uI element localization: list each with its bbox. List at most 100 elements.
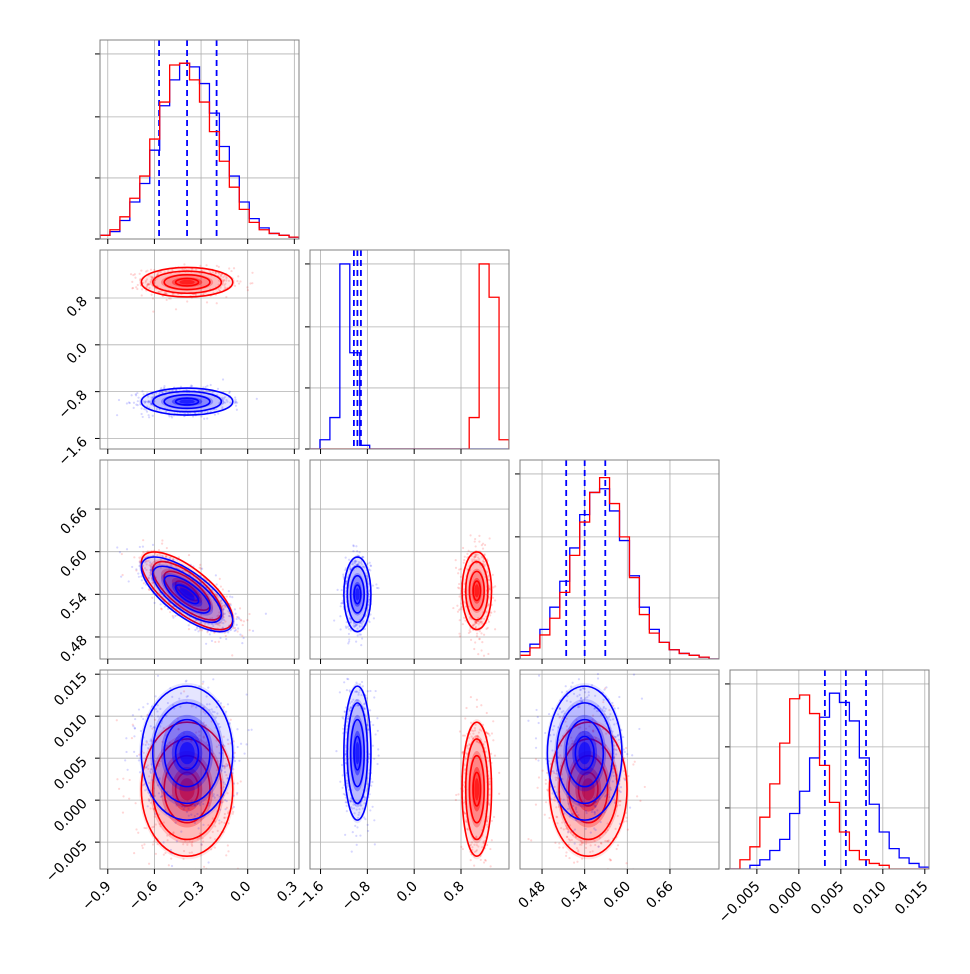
scatter-point — [350, 619, 353, 622]
scatter-point — [145, 285, 149, 288]
scatter-point — [486, 843, 489, 847]
scatter-point — [492, 720, 495, 723]
scatter-point — [585, 840, 588, 843]
scatter-point — [125, 737, 128, 740]
y-tick-label: −0.8 — [55, 387, 90, 422]
scatter-point — [168, 557, 171, 560]
scatter-point — [141, 564, 145, 567]
x-tick-label: 0.8 — [441, 879, 468, 906]
scatter-point — [344, 567, 347, 570]
scatter-point — [562, 846, 565, 849]
scatter-point — [223, 816, 227, 819]
scatter-point — [198, 734, 201, 737]
scatter-point — [233, 759, 237, 763]
scatter-point — [463, 559, 466, 562]
scatter-point — [195, 627, 199, 630]
scatter-point — [144, 281, 147, 284]
panel-frame — [99, 249, 300, 450]
scatter-point — [222, 765, 225, 768]
scatter-point — [171, 695, 174, 698]
scatter-point — [559, 715, 562, 718]
scatter-point — [489, 865, 492, 868]
scatter-point — [157, 290, 161, 294]
scatter-point — [463, 593, 466, 596]
y-tick-label: 0.48 — [57, 632, 90, 665]
scatter-point — [217, 279, 221, 282]
scatter-point — [239, 618, 242, 621]
scatter-point — [214, 593, 218, 596]
scatter-point — [206, 410, 209, 414]
scatter-point — [218, 624, 221, 627]
scatter-point — [351, 563, 355, 566]
scatter-point — [150, 566, 153, 569]
scatter-point — [231, 596, 234, 599]
scatter-point — [147, 400, 150, 403]
scatter-point — [218, 743, 221, 747]
scatter-point — [232, 768, 235, 771]
scatter-point — [143, 567, 147, 570]
scatter-point — [248, 628, 251, 632]
scatter-point — [491, 573, 494, 576]
scatter-point — [139, 729, 143, 733]
scatter-point — [567, 843, 570, 846]
scatter-point — [580, 857, 584, 860]
scatter-point — [619, 799, 622, 803]
scatter-point — [185, 388, 188, 391]
scatter-point — [238, 759, 241, 762]
scatter-point — [163, 799, 167, 802]
scatter-point — [218, 621, 221, 625]
scatter-point — [146, 702, 149, 705]
scatter-point — [347, 632, 351, 636]
scatter-point — [557, 726, 560, 729]
scatter-point — [211, 830, 214, 833]
scatter-point — [478, 728, 481, 731]
scatter-point — [341, 599, 344, 603]
y-tick-label: −1.6 — [55, 434, 90, 469]
scatter-point — [606, 840, 610, 843]
scatter-point — [474, 545, 477, 548]
scatter-point — [157, 548, 161, 552]
scatter-point — [466, 556, 469, 559]
scatter-point — [356, 627, 359, 630]
scatter-point — [463, 734, 466, 737]
scatter-point — [202, 865, 206, 868]
scatter-point — [481, 846, 484, 849]
scatter-point — [153, 279, 157, 282]
scatter-point — [473, 843, 476, 846]
scatter-point — [562, 798, 565, 801]
scatter-point — [216, 615, 219, 618]
scatter-point — [575, 847, 579, 850]
scatter-point — [158, 763, 161, 766]
scatter-point — [353, 625, 356, 628]
scatter-point — [643, 785, 646, 789]
scatter-point — [205, 642, 208, 645]
scatter-point — [575, 810, 578, 814]
scatter-point — [171, 389, 174, 392]
scatter-point — [156, 710, 159, 713]
scatter-point — [221, 396, 224, 399]
scatter-point — [349, 800, 352, 803]
scatter-point — [158, 823, 161, 826]
scatter-point — [559, 744, 563, 747]
scatter-point — [553, 725, 556, 728]
scatter-point — [467, 747, 470, 750]
scatter-point — [219, 274, 223, 277]
scatter-point — [141, 846, 144, 850]
scatter-point — [371, 744, 375, 747]
scatter-point — [612, 767, 615, 770]
scatter-point — [197, 630, 200, 633]
scatter-point — [604, 831, 607, 834]
scatter-point — [534, 803, 538, 806]
scatter-point — [486, 611, 489, 614]
scatter-point — [164, 851, 167, 855]
scatter-point — [227, 742, 230, 746]
scatter-point — [217, 288, 220, 291]
scatter-point — [361, 620, 364, 624]
contour-blue — [174, 735, 200, 771]
scatter-point — [165, 298, 168, 301]
scatter-point — [342, 575, 345, 578]
scatter-point — [217, 614, 220, 617]
scatter-point — [202, 735, 205, 738]
scatter-point — [344, 706, 348, 709]
scatter-point — [343, 710, 347, 713]
